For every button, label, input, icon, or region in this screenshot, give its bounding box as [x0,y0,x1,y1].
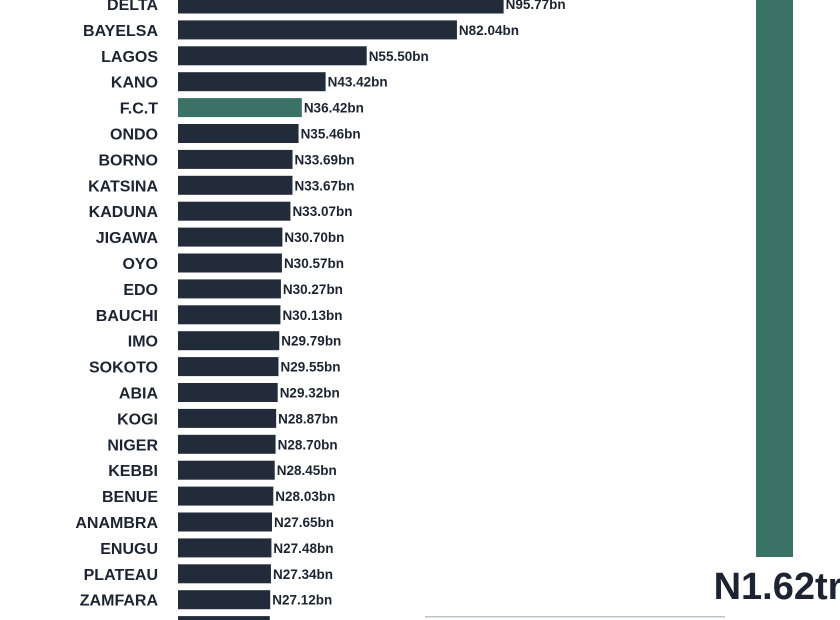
data-label: N36.42bn [304,101,364,116]
bar [178,46,367,66]
bar [178,149,293,169]
data-label: N30.57bn [284,256,344,271]
data-label: N28.87bn [278,411,338,426]
category-label: KATSINA [88,178,158,195]
bar [178,538,272,558]
bar [178,20,457,40]
data-label: N82.04bn [459,23,519,38]
data-label: N27.48bn [273,541,333,556]
category-label: ABIA [119,386,159,403]
category-label: KEBBI [108,463,158,480]
category-label: EDO [123,282,158,299]
bar [178,98,302,118]
data-label: N29.79bn [281,334,341,349]
bar [178,434,276,454]
category-label: DELTA [107,0,158,14]
bar [178,408,277,428]
data-label: N35.46bn [301,127,361,142]
category-label: ZAMFARA [80,593,159,610]
bar [178,383,278,402]
total-bar [756,0,793,557]
bar [178,512,273,532]
bar [178,616,270,620]
data-label: N55.50bn [369,49,429,64]
category-label: BORNO [98,152,158,169]
category-label: JIGAWA [96,230,159,247]
category-label: ANAMBRA [75,515,158,532]
bar [178,305,281,325]
bottom-divider [425,616,725,618]
category-label: LAGOS [101,49,158,66]
bars-layer: DELTA N95.77bn BAYELSA N82.04bn LAGOS N55.50b… [75,0,566,620]
category-label: F.C.T [120,101,158,118]
category-label: KANO [111,75,158,92]
category-label: NIGER [107,437,158,454]
bar [178,175,293,195]
bar [178,72,326,92]
data-label: N28.45bn [277,463,337,478]
data-label: N33.07bn [292,204,352,219]
category-label: IMO [128,334,158,351]
bar [178,331,280,351]
bar [178,357,279,377]
data-label: N43.42bn [328,75,388,90]
bar [178,124,299,143]
category-label: KOGI [117,411,158,428]
category-label: OYO [122,256,158,273]
category-label: BAYELSA [83,23,158,40]
data-label: N29.55bn [280,360,340,375]
data-label: N95.77bn [506,0,566,12]
category-label: KADUNA [89,204,159,221]
data-label: N30.27bn [283,282,343,297]
bar [178,460,275,480]
data-label: N27.65bn [274,515,334,530]
bar [178,201,291,221]
bar [178,564,271,584]
bar [178,486,274,506]
total-label: N1.62tr [714,566,840,608]
data-label: N28.03bn [275,489,335,504]
data-label: N30.70bn [284,230,344,245]
category-label: ONDO [110,127,158,144]
bar [178,227,283,247]
data-label: N28.70bn [278,437,338,452]
category-label: BAUCHI [96,308,158,325]
category-label: BENUE [102,489,158,506]
bar [178,279,281,299]
data-label: N27.34bn [273,567,333,582]
data-label: N29.32bn [280,386,340,401]
bar [178,0,504,14]
data-label: N27.12bn [272,593,332,608]
category-label: ENUGU [100,541,158,558]
bar [178,590,271,610]
category-label: PLATEAU [84,567,158,584]
bar [178,253,282,273]
data-label: N33.69bn [295,152,355,167]
data-label: N33.67bn [294,178,354,193]
category-label: SOKOTO [89,360,158,377]
data-label: N30.13bn [282,308,342,323]
